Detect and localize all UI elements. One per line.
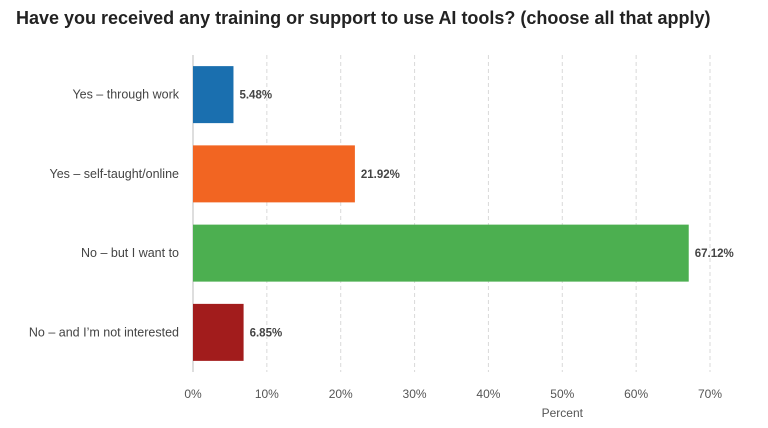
bar[interactable] — [193, 145, 355, 203]
x-axis-title: Percent — [542, 406, 584, 420]
x-tick-label: 10% — [255, 387, 279, 401]
bar[interactable] — [193, 66, 234, 124]
data-label: 21.92% — [361, 169, 400, 181]
grid-lines — [192, 55, 711, 372]
category-label: Yes – self-taught/online — [50, 167, 180, 181]
chart-title: Have you received any training or suppor… — [16, 8, 711, 28]
x-tick-label: 20% — [329, 387, 353, 401]
data-label: 5.48% — [239, 90, 272, 102]
x-tick-labels: 0% 10% 20% 30% 40% 50% 60% 70% — [184, 387, 722, 401]
x-tick-label: 0% — [184, 387, 202, 401]
x-tick-label: 50% — [550, 387, 574, 401]
data-label: 6.85% — [250, 327, 283, 339]
x-tick-label: 70% — [698, 387, 722, 401]
bar[interactable] — [193, 224, 689, 282]
category-label: No – and I’m not interested — [29, 325, 179, 339]
x-tick-label: 40% — [476, 387, 500, 401]
bar[interactable] — [193, 303, 244, 361]
category-label: Yes – through work — [72, 88, 179, 102]
data-label: 67.12% — [695, 248, 734, 260]
category-labels: Yes – through work Yes – self-taught/onli… — [29, 88, 180, 340]
x-tick-label: 30% — [403, 387, 427, 401]
x-tick-label: 60% — [624, 387, 648, 401]
category-label: No – but I want to — [81, 246, 179, 260]
bars — [193, 66, 689, 361]
data-labels: 5.48% 21.92% 67.12% 6.85% — [239, 90, 733, 340]
